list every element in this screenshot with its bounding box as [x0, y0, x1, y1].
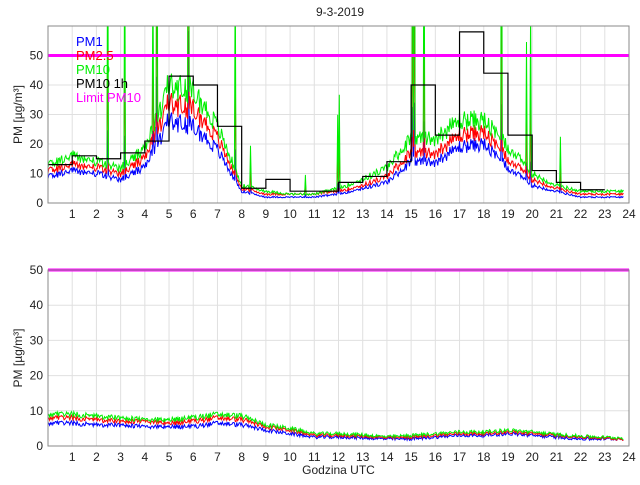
x-tick-label: 10: [283, 207, 297, 221]
y-tick-label: 0: [36, 439, 43, 453]
legend-item-pm10: PM10: [76, 62, 110, 77]
legend-item-limitpm10: Limit PM10: [76, 90, 141, 105]
plot-frame: [47, 25, 630, 204]
x-tick-label: 15: [404, 207, 418, 221]
series-pm25-line: [48, 413, 624, 441]
x-tick-label: 20: [525, 207, 539, 221]
x-tick-label: 16: [429, 207, 443, 221]
x-tick-label: 13: [356, 207, 370, 221]
x-tick-label: 8: [238, 450, 245, 464]
x-tick-label: 7: [214, 207, 221, 221]
series-pm10-1h-line: [48, 31, 605, 192]
chart-title: 9-3-2019: [316, 5, 364, 19]
y-tick-label: 10: [30, 167, 44, 181]
x-tick-label: 6: [190, 207, 197, 221]
x-tick-label: 2: [93, 450, 100, 464]
x-tick-label: 20: [525, 450, 539, 464]
legend-item-pm1: PM1: [76, 34, 103, 49]
x-tick-label: 17: [453, 450, 467, 464]
x-tick-label: 14: [380, 207, 394, 221]
x-tick-label: 21: [550, 450, 564, 464]
x-tick-label: 22: [574, 450, 588, 464]
y-tick-label: 30: [30, 108, 44, 122]
y-tick-label: 40: [30, 78, 44, 92]
top-plot: 1 2 3 4 5 6 7 8 9 10 11 12 13 14 15 16 17 18 19 20 21 22 23 240…: [11, 25, 636, 221]
x-tick-label: 19: [501, 450, 515, 464]
x-tick-label: 12: [332, 207, 346, 221]
plot-frame: [47, 269, 630, 447]
y-tick-label: 30: [30, 333, 44, 347]
x-tick-label: 14: [380, 450, 394, 464]
x-tick-label: 2: [93, 207, 100, 221]
x-tick-label: 12: [332, 450, 346, 464]
x-tick-label: 7: [214, 450, 221, 464]
series-pm1-line: [48, 419, 624, 442]
x-tick-label: 8: [238, 207, 245, 221]
y-axis-label: PM [µg/m³]: [11, 329, 25, 388]
x-tick-label: 18: [477, 450, 491, 464]
y-tick-label: 40: [30, 298, 44, 312]
y-tick-label: 20: [30, 369, 44, 383]
x-tick-label: 23: [598, 207, 612, 221]
x-tick-label: 22: [574, 207, 588, 221]
x-tick-label: 18: [477, 207, 491, 221]
x-tick-label: 19: [501, 207, 515, 221]
x-tick-label: 24: [622, 207, 636, 221]
y-axis-label: PM [µg/m³]: [11, 85, 25, 144]
x-tick-label: 13: [356, 450, 370, 464]
series-pm10-line: [48, 409, 624, 440]
x-tick-label: 3: [117, 450, 124, 464]
x-tick-label: 4: [141, 450, 148, 464]
y-tick-label: 50: [30, 263, 44, 277]
x-tick-label: 16: [429, 450, 443, 464]
x-tick-label: 15: [404, 450, 418, 464]
x-tick-label: 4: [141, 207, 148, 221]
x-tick-label: 3: [117, 207, 124, 221]
x-tick-label: 5: [166, 450, 173, 464]
series-pm10-line: [48, 26, 624, 196]
x-tick-label: 21: [550, 207, 564, 221]
x-tick-label: 11: [308, 207, 321, 221]
y-tick-label: 10: [30, 404, 44, 418]
y-tick-label: 0: [36, 196, 43, 210]
bottom-plot: 1 2 3 4 5 6 7 8 9 10 11 12 13 14 15 16 17 18 19 20 21 22 23 240…: [11, 263, 636, 477]
legend-item-pm25: PM2.5: [76, 48, 114, 63]
x-tick-label: 24: [622, 450, 636, 464]
x-tick-label: 17: [453, 207, 467, 221]
x-tick-label: 11: [308, 450, 321, 464]
y-tick-label: 50: [30, 49, 44, 63]
x-tick-label: 9: [263, 207, 270, 221]
legend-item-pm101h: PM10 1h: [76, 76, 128, 91]
x-tick-label: 1: [69, 450, 76, 464]
x-tick-label: 5: [166, 207, 173, 221]
series-pm1-line: [48, 31, 624, 199]
y-tick-label: 20: [30, 137, 44, 151]
x-tick-label: 9: [263, 450, 270, 464]
x-tick-label: 10: [283, 450, 297, 464]
x-tick-label: 23: [598, 450, 612, 464]
x-tick-label: 1: [69, 207, 76, 221]
x-axis-label: Godzina UTC: [302, 463, 375, 477]
x-tick-label: 6: [190, 450, 197, 464]
